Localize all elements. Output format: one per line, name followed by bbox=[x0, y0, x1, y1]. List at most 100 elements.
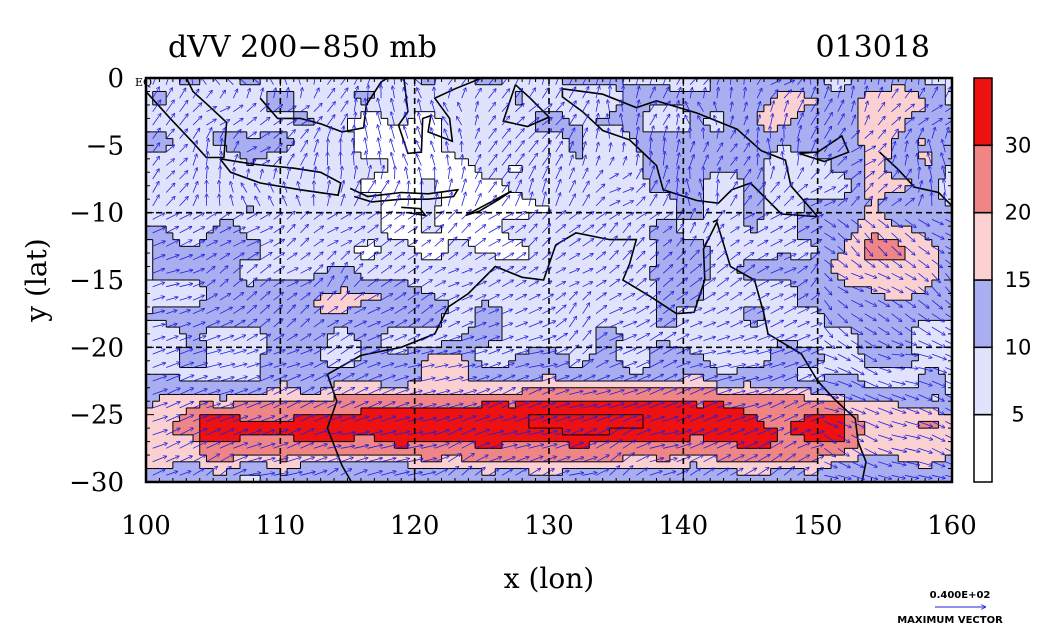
field-cell bbox=[797, 273, 805, 281]
field-cell bbox=[616, 354, 624, 362]
field-cell bbox=[502, 185, 510, 193]
field-cell bbox=[502, 313, 510, 321]
field-cell bbox=[226, 300, 234, 308]
field-cell bbox=[562, 125, 570, 133]
field-cell bbox=[528, 280, 537, 288]
field-cell bbox=[535, 219, 543, 227]
field-cell bbox=[878, 300, 886, 308]
field-cell bbox=[844, 199, 852, 207]
field-cell bbox=[468, 219, 476, 227]
field-cell bbox=[643, 118, 651, 126]
field-cell bbox=[193, 111, 201, 119]
field-cell bbox=[159, 259, 167, 268]
field-cell bbox=[945, 131, 952, 140]
field-cell bbox=[804, 104, 812, 113]
field-cell bbox=[643, 179, 651, 187]
field-cell bbox=[146, 84, 154, 92]
field-cell bbox=[851, 219, 859, 227]
field-cell bbox=[696, 232, 705, 241]
field-cell bbox=[925, 226, 933, 234]
field-cell bbox=[898, 300, 906, 308]
field-cell bbox=[616, 293, 624, 301]
field-cell bbox=[495, 354, 503, 362]
field-cell bbox=[569, 306, 577, 315]
field-cell bbox=[186, 104, 194, 113]
field-cell bbox=[918, 131, 926, 140]
field-cell bbox=[851, 125, 859, 133]
field-cell bbox=[837, 219, 846, 227]
field-cell bbox=[622, 158, 631, 167]
field-cell bbox=[636, 104, 644, 113]
field-cell bbox=[918, 138, 926, 146]
field-cell bbox=[421, 313, 429, 321]
field-cell bbox=[495, 313, 503, 321]
field-cell bbox=[763, 185, 772, 193]
field-cell bbox=[320, 300, 328, 308]
field-cell bbox=[206, 340, 214, 348]
field-cell bbox=[421, 185, 429, 193]
field-cell bbox=[515, 131, 523, 140]
field-cell bbox=[280, 340, 288, 348]
field-cell bbox=[226, 172, 234, 180]
field-cell bbox=[703, 333, 711, 342]
field-cell bbox=[737, 145, 745, 153]
field-cell bbox=[300, 125, 308, 133]
field-cell bbox=[481, 192, 490, 200]
field-cell bbox=[502, 152, 510, 160]
field-cell bbox=[273, 300, 281, 308]
field-cell bbox=[481, 172, 490, 180]
field-cell bbox=[669, 333, 678, 342]
field-cell bbox=[643, 306, 651, 315]
field-cell bbox=[246, 333, 255, 342]
field-cell bbox=[750, 280, 758, 288]
field-cell bbox=[918, 205, 926, 214]
field-cell bbox=[810, 158, 819, 167]
field-cell bbox=[448, 152, 456, 160]
field-cell bbox=[428, 300, 436, 308]
field-cell bbox=[602, 158, 610, 167]
field-cell bbox=[911, 125, 919, 133]
field-cell bbox=[401, 313, 409, 321]
field-cell bbox=[508, 145, 516, 153]
field-cell bbox=[790, 158, 799, 167]
field-cell bbox=[690, 98, 698, 106]
field-cell bbox=[703, 185, 711, 193]
field-cell bbox=[387, 253, 396, 261]
field-cell bbox=[945, 212, 952, 220]
field-cell bbox=[307, 286, 315, 294]
field-cell bbox=[179, 91, 187, 99]
field-cell bbox=[508, 118, 516, 126]
field-cell bbox=[938, 253, 946, 261]
field-cell bbox=[387, 104, 396, 113]
field-cell bbox=[669, 300, 678, 308]
field-cell bbox=[240, 172, 248, 180]
field-cell bbox=[535, 125, 543, 133]
field-cell bbox=[730, 259, 738, 268]
field-cell bbox=[549, 98, 557, 106]
field-cell bbox=[905, 172, 913, 180]
field-cell bbox=[589, 280, 597, 288]
field-cell bbox=[246, 205, 255, 214]
field-cell bbox=[643, 84, 651, 92]
field-cell bbox=[596, 340, 604, 348]
field-cell bbox=[260, 78, 268, 86]
field-cell bbox=[871, 118, 879, 126]
field-cell bbox=[596, 172, 604, 180]
field-cell bbox=[502, 172, 510, 180]
field-cell bbox=[622, 300, 631, 308]
field-cell bbox=[589, 354, 597, 362]
field-cell bbox=[260, 253, 268, 261]
field-cell bbox=[770, 205, 778, 214]
field-cell bbox=[891, 266, 899, 274]
field-cell bbox=[293, 313, 302, 321]
field-cell bbox=[730, 104, 738, 113]
field-cell bbox=[945, 91, 952, 99]
field-cell bbox=[810, 239, 819, 247]
field-cell bbox=[401, 145, 409, 153]
field-cell bbox=[589, 138, 597, 146]
field-cell bbox=[871, 320, 879, 328]
field-cell bbox=[475, 219, 483, 227]
field-cell bbox=[421, 280, 429, 288]
field-cell bbox=[542, 98, 550, 106]
field-cell bbox=[938, 118, 946, 126]
